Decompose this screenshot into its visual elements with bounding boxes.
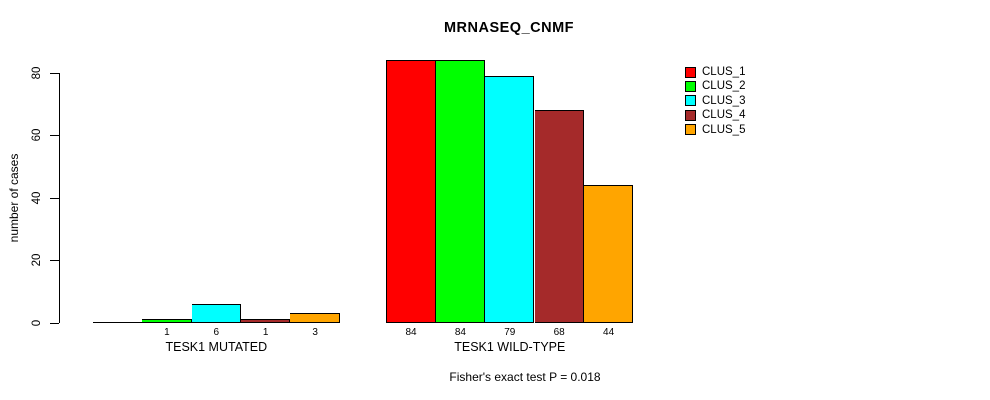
legend-color-swatch <box>685 124 696 136</box>
legend-color-swatch <box>685 109 696 121</box>
legend-item: CLUS_3 <box>685 94 745 107</box>
y-axis-label: number of cases <box>7 153 21 242</box>
legend-item: CLUS_1 <box>685 66 745 79</box>
bar-value-label: 68 <box>553 326 565 338</box>
y-tick-label: 80 <box>31 66 43 79</box>
legend-label: CLUS_2 <box>702 80 746 93</box>
legend-label: CLUS_1 <box>702 66 746 78</box>
y-axis-tick <box>50 135 59 136</box>
chart-title: MRNASEQ_CNMF <box>443 20 575 36</box>
legend-color-swatch <box>685 95 696 107</box>
legend-color-swatch <box>685 80 696 92</box>
y-axis-line <box>59 72 60 323</box>
x-group-label: TESK1 MUTATED <box>165 339 268 354</box>
bar-value-label: 6 <box>213 326 220 338</box>
y-tick-label: 60 <box>31 128 43 142</box>
bar <box>142 319 192 323</box>
legend-label: CLUS_4 <box>702 109 746 122</box>
bar-value-label: 84 <box>454 326 466 338</box>
bar-value-label: 1 <box>262 326 269 338</box>
y-axis-tick <box>50 322 59 324</box>
bar-value-label: 3 <box>312 326 318 338</box>
bar <box>191 303 241 323</box>
y-axis-tick <box>50 72 59 74</box>
annotation-text: Fisher's exact test P = 0.018 <box>449 370 601 384</box>
bar-value-label: 84 <box>405 326 417 338</box>
legend-item: CLUS_5 <box>685 123 745 136</box>
bar-value-label: 1 <box>164 326 170 338</box>
legend-label: CLUS_5 <box>702 123 746 136</box>
y-axis-tick <box>50 197 59 199</box>
legend-label: CLUS_3 <box>702 94 746 107</box>
bar-zero <box>92 321 143 323</box>
x-group-label: TESK1 WILD-TYPE <box>454 339 566 354</box>
legend-item: CLUS_4 <box>685 109 745 122</box>
bar <box>386 60 436 323</box>
y-axis-tick <box>50 260 59 261</box>
y-tick-label: 40 <box>31 191 43 204</box>
bar <box>435 60 486 323</box>
y-tick-label: 0 <box>31 319 43 326</box>
bar-value-label: 79 <box>504 326 516 338</box>
bar <box>583 185 634 323</box>
legend-item: CLUS_2 <box>685 80 745 93</box>
bar-value-label: 44 <box>603 326 615 338</box>
bar <box>534 110 584 323</box>
bar <box>290 313 340 323</box>
bar <box>485 75 535 323</box>
legend-color-swatch <box>685 66 696 78</box>
y-tick-label: 20 <box>31 253 43 267</box>
bar <box>241 319 291 323</box>
